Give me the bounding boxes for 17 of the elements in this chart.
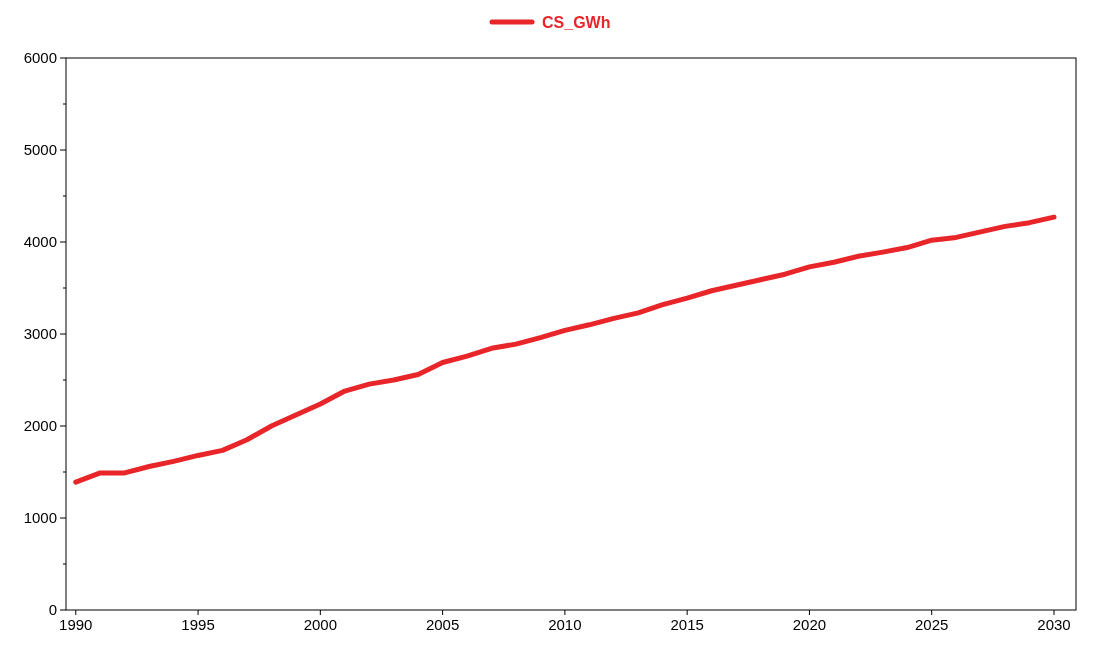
x-tick-label: 2005 xyxy=(425,616,460,633)
y-tick-label: 1000 xyxy=(23,509,57,526)
x-tick-label: 2030 xyxy=(1037,616,1071,633)
x-tick-label: 2000 xyxy=(303,616,338,633)
y-tick-label: 2000 xyxy=(23,417,57,434)
x-tick-label: 1995 xyxy=(181,616,215,633)
x-tick-label: 2020 xyxy=(792,616,827,633)
y-tick-label: 3000 xyxy=(23,325,57,342)
y-tick-label: 6000 xyxy=(23,49,57,66)
x-tick-label: 2010 xyxy=(548,616,582,633)
x-tick-label: 1990 xyxy=(59,616,93,633)
x-tick-label: 2015 xyxy=(670,616,704,633)
y-tick-label: 0 xyxy=(48,601,57,618)
x-tick-label: 2025 xyxy=(915,616,949,633)
y-tick-label: 4000 xyxy=(23,233,57,250)
legend-label: CS_GWh xyxy=(542,14,611,31)
y-tick-label: 5000 xyxy=(23,141,57,158)
